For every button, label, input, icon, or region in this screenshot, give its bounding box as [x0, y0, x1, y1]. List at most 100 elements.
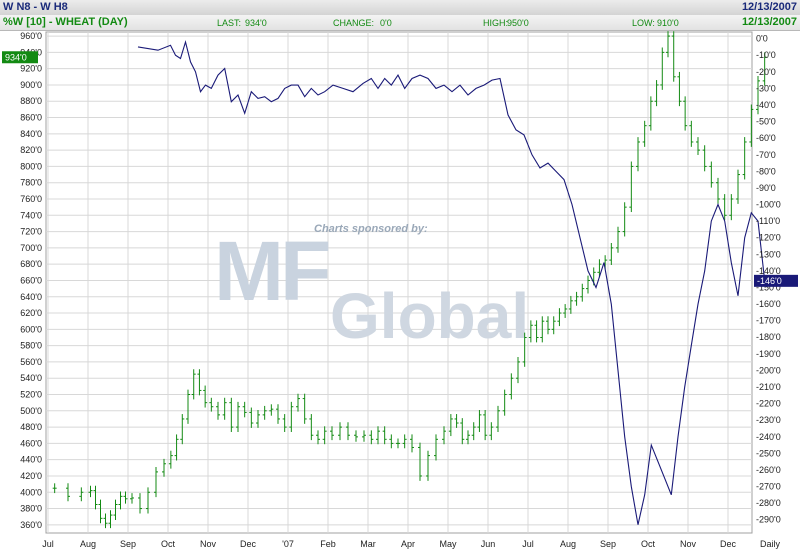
price-bar	[66, 483, 70, 502]
price-bar	[666, 31, 670, 58]
right-tick-label: 0'0	[756, 34, 768, 44]
price-bars	[52, 31, 767, 529]
right-tick-label: -110'0	[756, 216, 780, 226]
price-bar	[262, 405, 267, 420]
left-tick-label: 420'0	[20, 471, 42, 481]
right-tick-label: -280'0	[756, 498, 781, 508]
left-tick-label: 880'0	[20, 96, 42, 106]
left-tick-label: 960'0	[20, 31, 42, 41]
watermark-logo-word: Global	[330, 280, 529, 352]
price-bar	[108, 510, 113, 529]
right-tick-label: -90'0	[756, 183, 776, 193]
price-bar	[256, 409, 260, 428]
left-tick-label: 660'0	[20, 275, 42, 285]
price-bar	[118, 491, 123, 510]
watermark-logo-big: MF	[214, 224, 329, 318]
right-tick-label: -70'0	[756, 150, 776, 160]
right-tick-label: -210'0	[756, 382, 781, 392]
price-bar	[249, 407, 254, 428]
change-label: CHANGE:	[333, 18, 375, 28]
x-tick-label: Mar	[360, 539, 376, 549]
price-bar	[689, 120, 694, 147]
price-bar	[466, 430, 470, 445]
price-bar	[677, 71, 682, 107]
left-tick-label: 840'0	[20, 129, 42, 139]
price-bar	[316, 430, 320, 445]
price-bar	[203, 385, 208, 408]
price-bar	[426, 450, 430, 481]
x-tick-label: May	[439, 539, 457, 549]
price-bar	[609, 242, 614, 265]
price-bar	[762, 52, 767, 86]
x-tick-label: Aug	[80, 539, 96, 549]
x-tick-label: Dec	[240, 539, 257, 549]
price-bar	[216, 401, 220, 420]
left-tick-label: 440'0	[20, 455, 42, 465]
price-bar	[749, 104, 754, 147]
price-bar	[522, 332, 527, 367]
watermark: Charts sponsored by: MF Global	[214, 223, 529, 352]
price-bar	[269, 404, 274, 416]
x-tick-label: Sep	[120, 539, 136, 549]
price-bar	[338, 422, 342, 441]
high-value: 950'0	[507, 18, 529, 28]
x-tick-label: Nov	[200, 539, 217, 549]
right-tick-label: -220'0	[756, 399, 781, 409]
price-bar	[442, 426, 446, 445]
right-tick-label: -100'0	[756, 200, 781, 210]
price-bar	[410, 434, 414, 453]
price-bar	[88, 485, 93, 498]
right-tick-label: -150'0	[756, 282, 781, 292]
left-tick-label: 480'0	[20, 422, 42, 432]
price-bar	[52, 483, 57, 494]
price-bar	[103, 513, 108, 529]
watermark-sponsored: Charts sponsored by:	[314, 223, 428, 235]
price-bar	[597, 259, 602, 278]
header-date-2: 12/13/2007	[741, 16, 797, 28]
price-bar	[191, 369, 196, 400]
price-bar	[654, 80, 659, 107]
right-tick-label: -290'0	[756, 515, 781, 525]
price-bar	[557, 308, 562, 327]
price-bar	[642, 120, 647, 147]
price-bar	[186, 389, 190, 424]
right-tick-label: -20'0	[756, 67, 776, 77]
price-bar	[93, 485, 98, 510]
price-bar	[502, 389, 507, 416]
right-tick-label: -80'0	[756, 166, 776, 176]
price-bar	[138, 493, 142, 514]
price-bar	[346, 422, 350, 441]
right-tick-label: -50'0	[756, 117, 776, 127]
price-bar	[242, 401, 247, 418]
price-bar	[709, 161, 714, 188]
left-tick-label: 460'0	[20, 438, 42, 448]
left-tick-label: 900'0	[20, 80, 42, 90]
price-bar	[362, 430, 366, 442]
right-tick-label: -230'0	[756, 415, 781, 425]
price-bar	[282, 414, 287, 432]
price-bar	[477, 409, 482, 432]
price-bar	[471, 422, 476, 441]
price-bar	[568, 295, 573, 314]
left-tick-label: 920'0	[20, 64, 42, 74]
left-tick-label: 600'0	[20, 324, 42, 334]
price-bar	[382, 426, 387, 445]
right-tick-label: -120'0	[756, 233, 781, 243]
x-tick-label: Jun	[481, 539, 496, 549]
price-bar	[174, 434, 179, 461]
price-bar	[509, 373, 514, 400]
price-bar	[146, 487, 150, 514]
spread-line	[137, 39, 766, 525]
price-bar	[629, 161, 634, 213]
right-tick-label: -200'0	[756, 365, 781, 375]
price-bar	[574, 291, 579, 306]
price-bar	[622, 202, 627, 237]
high-label: HIGH:	[483, 18, 509, 28]
left-tick-label: 360'0	[20, 520, 42, 530]
price-bar	[123, 491, 128, 504]
left-tick-label: 720'0	[20, 227, 42, 237]
right-tick-label: -60'0	[756, 133, 776, 143]
price-bar	[516, 357, 520, 384]
price-bar	[302, 393, 307, 424]
